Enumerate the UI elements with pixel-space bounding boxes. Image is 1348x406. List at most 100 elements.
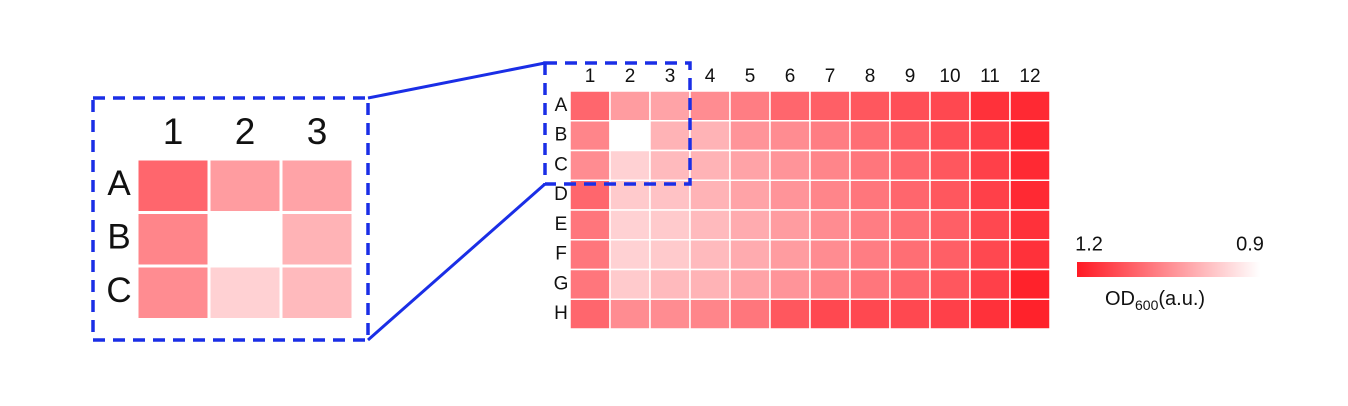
cell — [809, 149, 851, 181]
cell — [769, 298, 811, 330]
cell — [929, 209, 971, 241]
cell — [569, 268, 611, 300]
cell — [809, 298, 851, 330]
cell — [849, 179, 891, 211]
column-label: 8 — [865, 66, 876, 87]
cell — [969, 209, 1011, 241]
cell — [809, 120, 851, 152]
row-label: H — [554, 303, 568, 324]
inset-row-label: B — [107, 218, 130, 257]
label-part: (a.u.) — [1158, 288, 1205, 310]
cell — [689, 239, 731, 271]
cell — [729, 149, 771, 181]
cell — [569, 209, 611, 241]
cell — [889, 298, 931, 330]
column-label: 1 — [585, 66, 596, 87]
cell — [649, 90, 691, 122]
cell — [689, 209, 731, 241]
cell — [889, 239, 931, 271]
inset-column-label: 1 — [163, 111, 184, 152]
cell — [609, 298, 651, 330]
cell — [769, 209, 811, 241]
cell — [1009, 268, 1051, 300]
cell — [649, 298, 691, 330]
cell — [609, 239, 651, 271]
cell — [849, 90, 891, 122]
cell — [729, 239, 771, 271]
cell — [729, 90, 771, 122]
heatmap — [135, 90, 1051, 330]
cell — [889, 209, 931, 241]
cell — [689, 149, 731, 181]
cell — [649, 209, 691, 241]
cell — [849, 149, 891, 181]
cell — [969, 120, 1011, 152]
column-label: 4 — [705, 66, 716, 87]
cell — [729, 120, 771, 152]
cell — [929, 149, 971, 181]
cell — [569, 239, 611, 271]
cell — [609, 90, 651, 122]
column-label: 2 — [625, 66, 636, 87]
cell — [849, 268, 891, 300]
zoom-connector — [367, 182, 546, 342]
cell — [689, 179, 731, 211]
inset-cell — [207, 211, 283, 268]
column-label: 5 — [745, 66, 756, 87]
cell — [769, 239, 811, 271]
cell — [769, 268, 811, 300]
inset-cell — [279, 211, 355, 268]
row-label: G — [554, 273, 569, 294]
row-label: E — [555, 214, 568, 235]
cell — [849, 298, 891, 330]
cell — [1009, 149, 1051, 181]
cell — [649, 120, 691, 152]
cell — [889, 120, 931, 152]
cell — [809, 209, 851, 241]
column-label: 7 — [825, 66, 836, 87]
cell — [889, 149, 931, 181]
cell — [609, 209, 651, 241]
cell — [889, 179, 931, 211]
cell — [889, 268, 931, 300]
cell — [849, 209, 891, 241]
cell — [689, 298, 731, 330]
column-label: 11 — [980, 66, 1000, 87]
cell — [729, 209, 771, 241]
inset-column-label: 2 — [235, 111, 256, 152]
cell — [929, 90, 971, 122]
inset-cell — [135, 264, 211, 321]
cell — [1009, 120, 1051, 152]
cell — [649, 149, 691, 181]
inset-cell — [135, 211, 211, 268]
cell — [609, 149, 651, 181]
cell — [729, 268, 771, 300]
row-label: D — [554, 184, 568, 205]
cell — [569, 149, 611, 181]
column-label: 6 — [785, 66, 796, 87]
cell — [569, 90, 611, 122]
cell — [969, 268, 1011, 300]
cell — [889, 90, 931, 122]
cell — [969, 90, 1011, 122]
cell — [769, 90, 811, 122]
inset-cell — [207, 157, 283, 214]
row-label: F — [555, 244, 567, 265]
cell — [809, 90, 851, 122]
cell — [569, 298, 611, 330]
cell — [969, 239, 1011, 271]
cell — [729, 298, 771, 330]
cell — [649, 268, 691, 300]
cell — [649, 239, 691, 271]
cell — [609, 268, 651, 300]
column-label: 3 — [665, 66, 676, 87]
cell — [929, 298, 971, 330]
inset-row-label: C — [106, 271, 131, 310]
cell — [929, 120, 971, 152]
row-label: C — [554, 154, 568, 175]
label-part: OD — [1105, 288, 1135, 310]
cell — [969, 179, 1011, 211]
cell — [809, 179, 851, 211]
inset-cell — [279, 157, 355, 214]
